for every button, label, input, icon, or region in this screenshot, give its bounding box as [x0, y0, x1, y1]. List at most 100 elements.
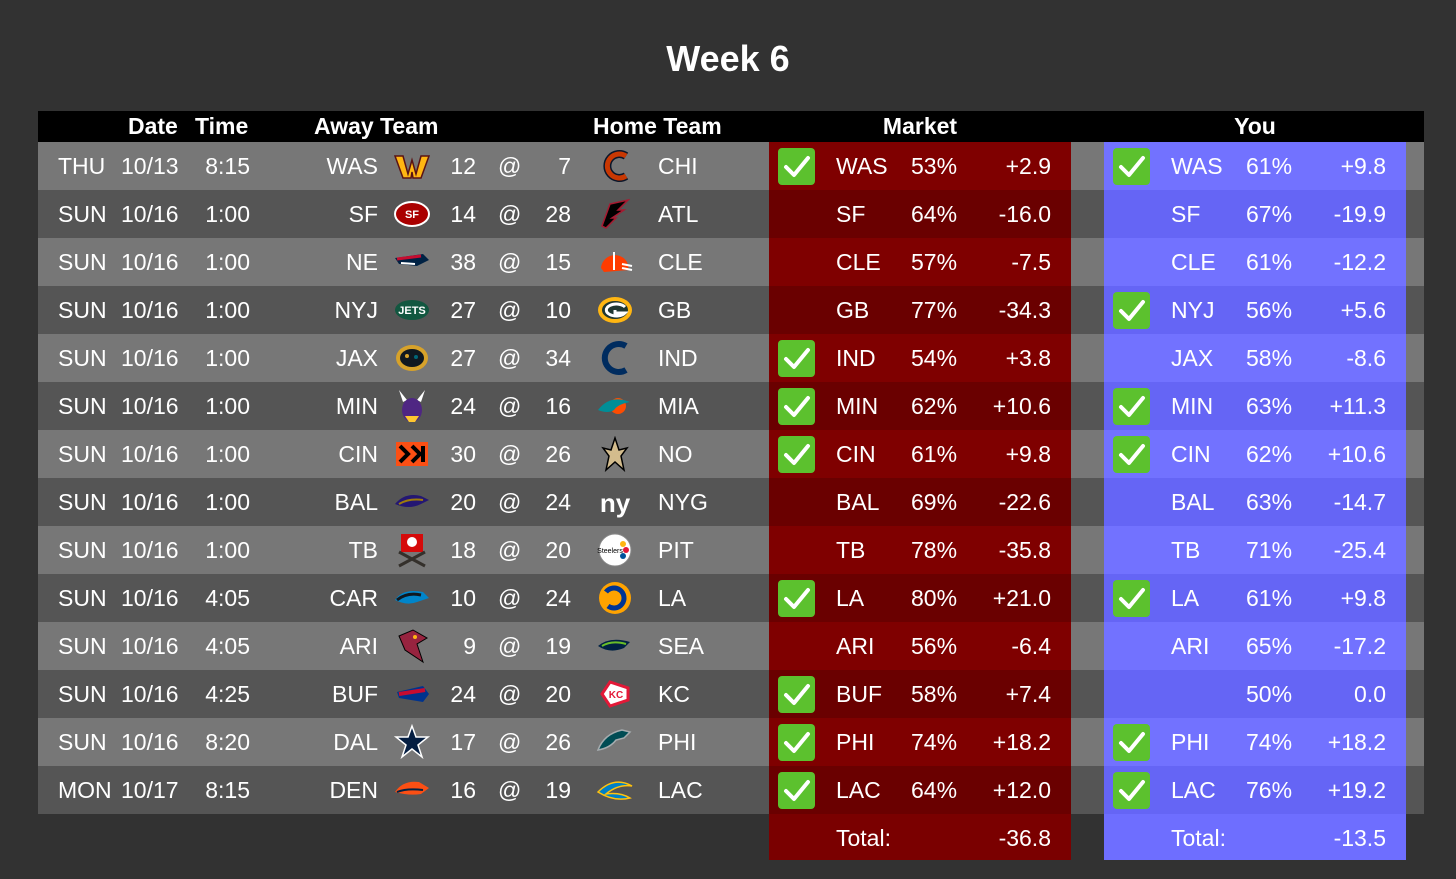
you-pick: ARI: [1171, 633, 1210, 659]
you-total-value: -13.5: [1333, 825, 1386, 851]
market-points: -34.3: [998, 297, 1051, 323]
game-day: SUN: [58, 633, 107, 659]
cowboys-logo: [393, 724, 431, 760]
market-pick: TB: [836, 537, 866, 563]
market-row: BUF 58% +7.4: [769, 670, 1071, 718]
market-row: CLE 57% -7.5: [769, 238, 1071, 286]
check-icon: [778, 388, 815, 425]
check-icon: [1113, 724, 1150, 761]
header-home-team: Home Team: [593, 113, 722, 139]
market-pick: BUF: [836, 681, 882, 707]
you-row: MIN 63% +11.3: [1104, 382, 1406, 430]
you-pct: 76%: [1246, 777, 1293, 803]
check-icon: [1113, 388, 1150, 425]
away-team-abbr: DAL: [333, 729, 378, 755]
away-team-abbr: JAX: [335, 345, 378, 371]
seahawks-logo: [596, 628, 634, 664]
game-time: 1:00: [205, 345, 250, 371]
game-day: SUN: [58, 441, 107, 467]
check-icon: [778, 724, 815, 761]
you-points: -19.9: [1333, 201, 1386, 227]
you-points: -14.7: [1333, 489, 1386, 515]
at-symbol: @: [498, 345, 522, 371]
game-day: THU: [58, 153, 106, 179]
svg-text:JETS: JETS: [398, 305, 426, 317]
market-points: -6.4: [1011, 633, 1051, 659]
you-row: SF 67% -19.9: [1104, 190, 1406, 238]
home-score: 24: [545, 489, 571, 515]
home-team-abbr: LAC: [658, 777, 703, 803]
home-score: 34: [545, 345, 571, 371]
you-pct: 62%: [1246, 441, 1293, 467]
game-time: 4:05: [205, 585, 250, 611]
market-row: IND 54% +3.8: [769, 334, 1071, 382]
you-pick: CIN: [1171, 441, 1211, 467]
you-points: +19.2: [1327, 777, 1386, 803]
market-row: CIN 61% +9.8: [769, 430, 1071, 478]
market-points: -35.8: [998, 537, 1051, 563]
market-column: WAS 53% +2.9 SF 64% -16.0 CLE 57% -7.5 GB 77% -34.3…: [769, 142, 1071, 860]
table-row: SUN 10/16 8:20 DAL 17 @26 PHI: [38, 718, 1424, 766]
away-team-abbr: NE: [346, 249, 378, 275]
dolphins-logo: [596, 388, 634, 424]
market-row: WAS 53% +2.9: [769, 142, 1071, 190]
game-time: 8:20: [205, 729, 250, 755]
home-team-abbr: LA: [658, 585, 687, 611]
market-row: BAL 69% -22.6: [769, 478, 1071, 526]
vikings-logo: [393, 388, 431, 424]
home-score: 20: [545, 681, 571, 707]
bills-logo: [393, 676, 431, 712]
market-points: +9.8: [1005, 441, 1051, 467]
you-pct: 67%: [1246, 201, 1293, 227]
buccaneers-logo: [393, 532, 431, 568]
market-points: -16.0: [998, 201, 1051, 227]
game-date: 10/16: [121, 537, 179, 563]
home-score: 26: [545, 441, 571, 467]
svg-text:KC: KC: [609, 690, 623, 701]
you-points: 0.0: [1354, 681, 1386, 707]
market-row: TB 78% -35.8: [769, 526, 1071, 574]
you-pct: 50%: [1246, 681, 1293, 707]
page-title: Week 6: [666, 38, 790, 79]
49ers-logo: SF: [393, 196, 431, 232]
home-score: 24: [545, 585, 571, 611]
game-date: 10/16: [121, 201, 179, 227]
you-row: 50% 0.0: [1104, 670, 1406, 718]
cardinals-logo: [393, 628, 431, 664]
away-team-abbr: DEN: [329, 777, 378, 803]
market-points: +2.9: [1005, 153, 1051, 179]
away-team-abbr: BAL: [334, 489, 378, 515]
at-symbol: @: [498, 777, 522, 803]
check-icon: [1113, 436, 1150, 473]
game-time: 8:15: [205, 777, 250, 803]
home-team-abbr: NYG: [658, 489, 708, 515]
home-team-abbr: MIA: [658, 393, 699, 419]
game-day: SUN: [58, 345, 107, 371]
away-team-abbr: ARI: [339, 633, 378, 659]
broncos-logo: [393, 772, 431, 808]
market-pick: MIN: [836, 393, 879, 419]
at-symbol: @: [498, 585, 522, 611]
market-pick: CLE: [836, 249, 881, 275]
game-time: 4:05: [205, 633, 250, 659]
market-points: +3.8: [1005, 345, 1051, 371]
home-score: 19: [545, 633, 571, 659]
market-pick: IND: [836, 345, 876, 371]
table-header-bar: [38, 111, 1424, 142]
away-team-abbr: SF: [348, 201, 378, 227]
eagles-logo: [596, 724, 634, 760]
market-points: +12.0: [992, 777, 1051, 803]
market-points: +21.0: [992, 585, 1051, 611]
game-day: SUN: [58, 729, 107, 755]
away-score: 30: [450, 441, 476, 467]
game-date: 10/17: [121, 777, 179, 803]
at-symbol: @: [498, 681, 522, 707]
you-pct: 71%: [1246, 537, 1293, 563]
market-row: SF 64% -16.0: [769, 190, 1071, 238]
at-symbol: @: [498, 393, 522, 419]
you-pct: 56%: [1246, 297, 1293, 323]
you-pick: NYJ: [1171, 297, 1215, 323]
header-date: Date: [128, 113, 178, 139]
away-score: 20: [450, 489, 476, 515]
market-points: +10.6: [992, 393, 1051, 419]
